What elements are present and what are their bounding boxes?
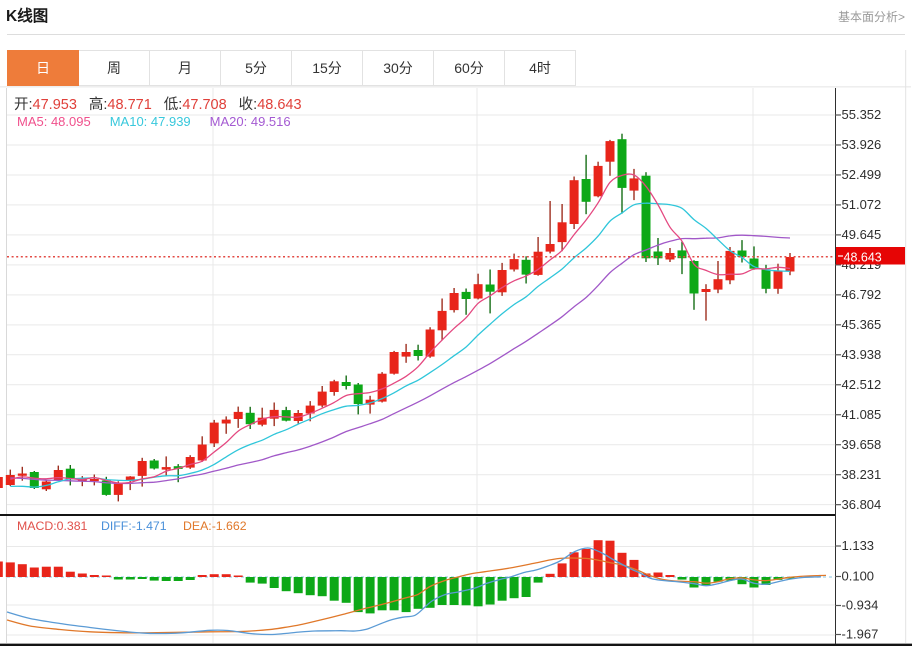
svg-text:39.658: 39.658 — [842, 437, 882, 452]
svg-text:DEA:-1.662: DEA:-1.662 — [183, 519, 247, 533]
svg-text:DIFF:-1.471: DIFF:-1.471 — [101, 519, 167, 533]
svg-text:-1.967: -1.967 — [842, 627, 879, 642]
svg-text:48.643: 48.643 — [844, 250, 882, 264]
svg-text:51.072: 51.072 — [842, 197, 882, 212]
svg-text:41.085: 41.085 — [842, 407, 882, 422]
svg-text:49.645: 49.645 — [842, 227, 882, 242]
svg-text:43.938: 43.938 — [842, 347, 882, 362]
svg-text:52.499: 52.499 — [842, 167, 882, 182]
svg-text:38.231: 38.231 — [842, 467, 882, 482]
svg-text:36.804: 36.804 — [842, 497, 882, 512]
svg-text:45.365: 45.365 — [842, 317, 882, 332]
svg-text:46.792: 46.792 — [842, 287, 882, 302]
svg-text:0.100: 0.100 — [842, 569, 875, 584]
svg-text:MACD:0.381: MACD:0.381 — [17, 519, 88, 533]
svg-text:42.512: 42.512 — [842, 377, 882, 392]
svg-text:-0.934: -0.934 — [842, 598, 879, 613]
svg-text:55.352: 55.352 — [842, 107, 882, 122]
svg-text:53.926: 53.926 — [842, 137, 882, 152]
svg-text:1.133: 1.133 — [842, 538, 875, 553]
